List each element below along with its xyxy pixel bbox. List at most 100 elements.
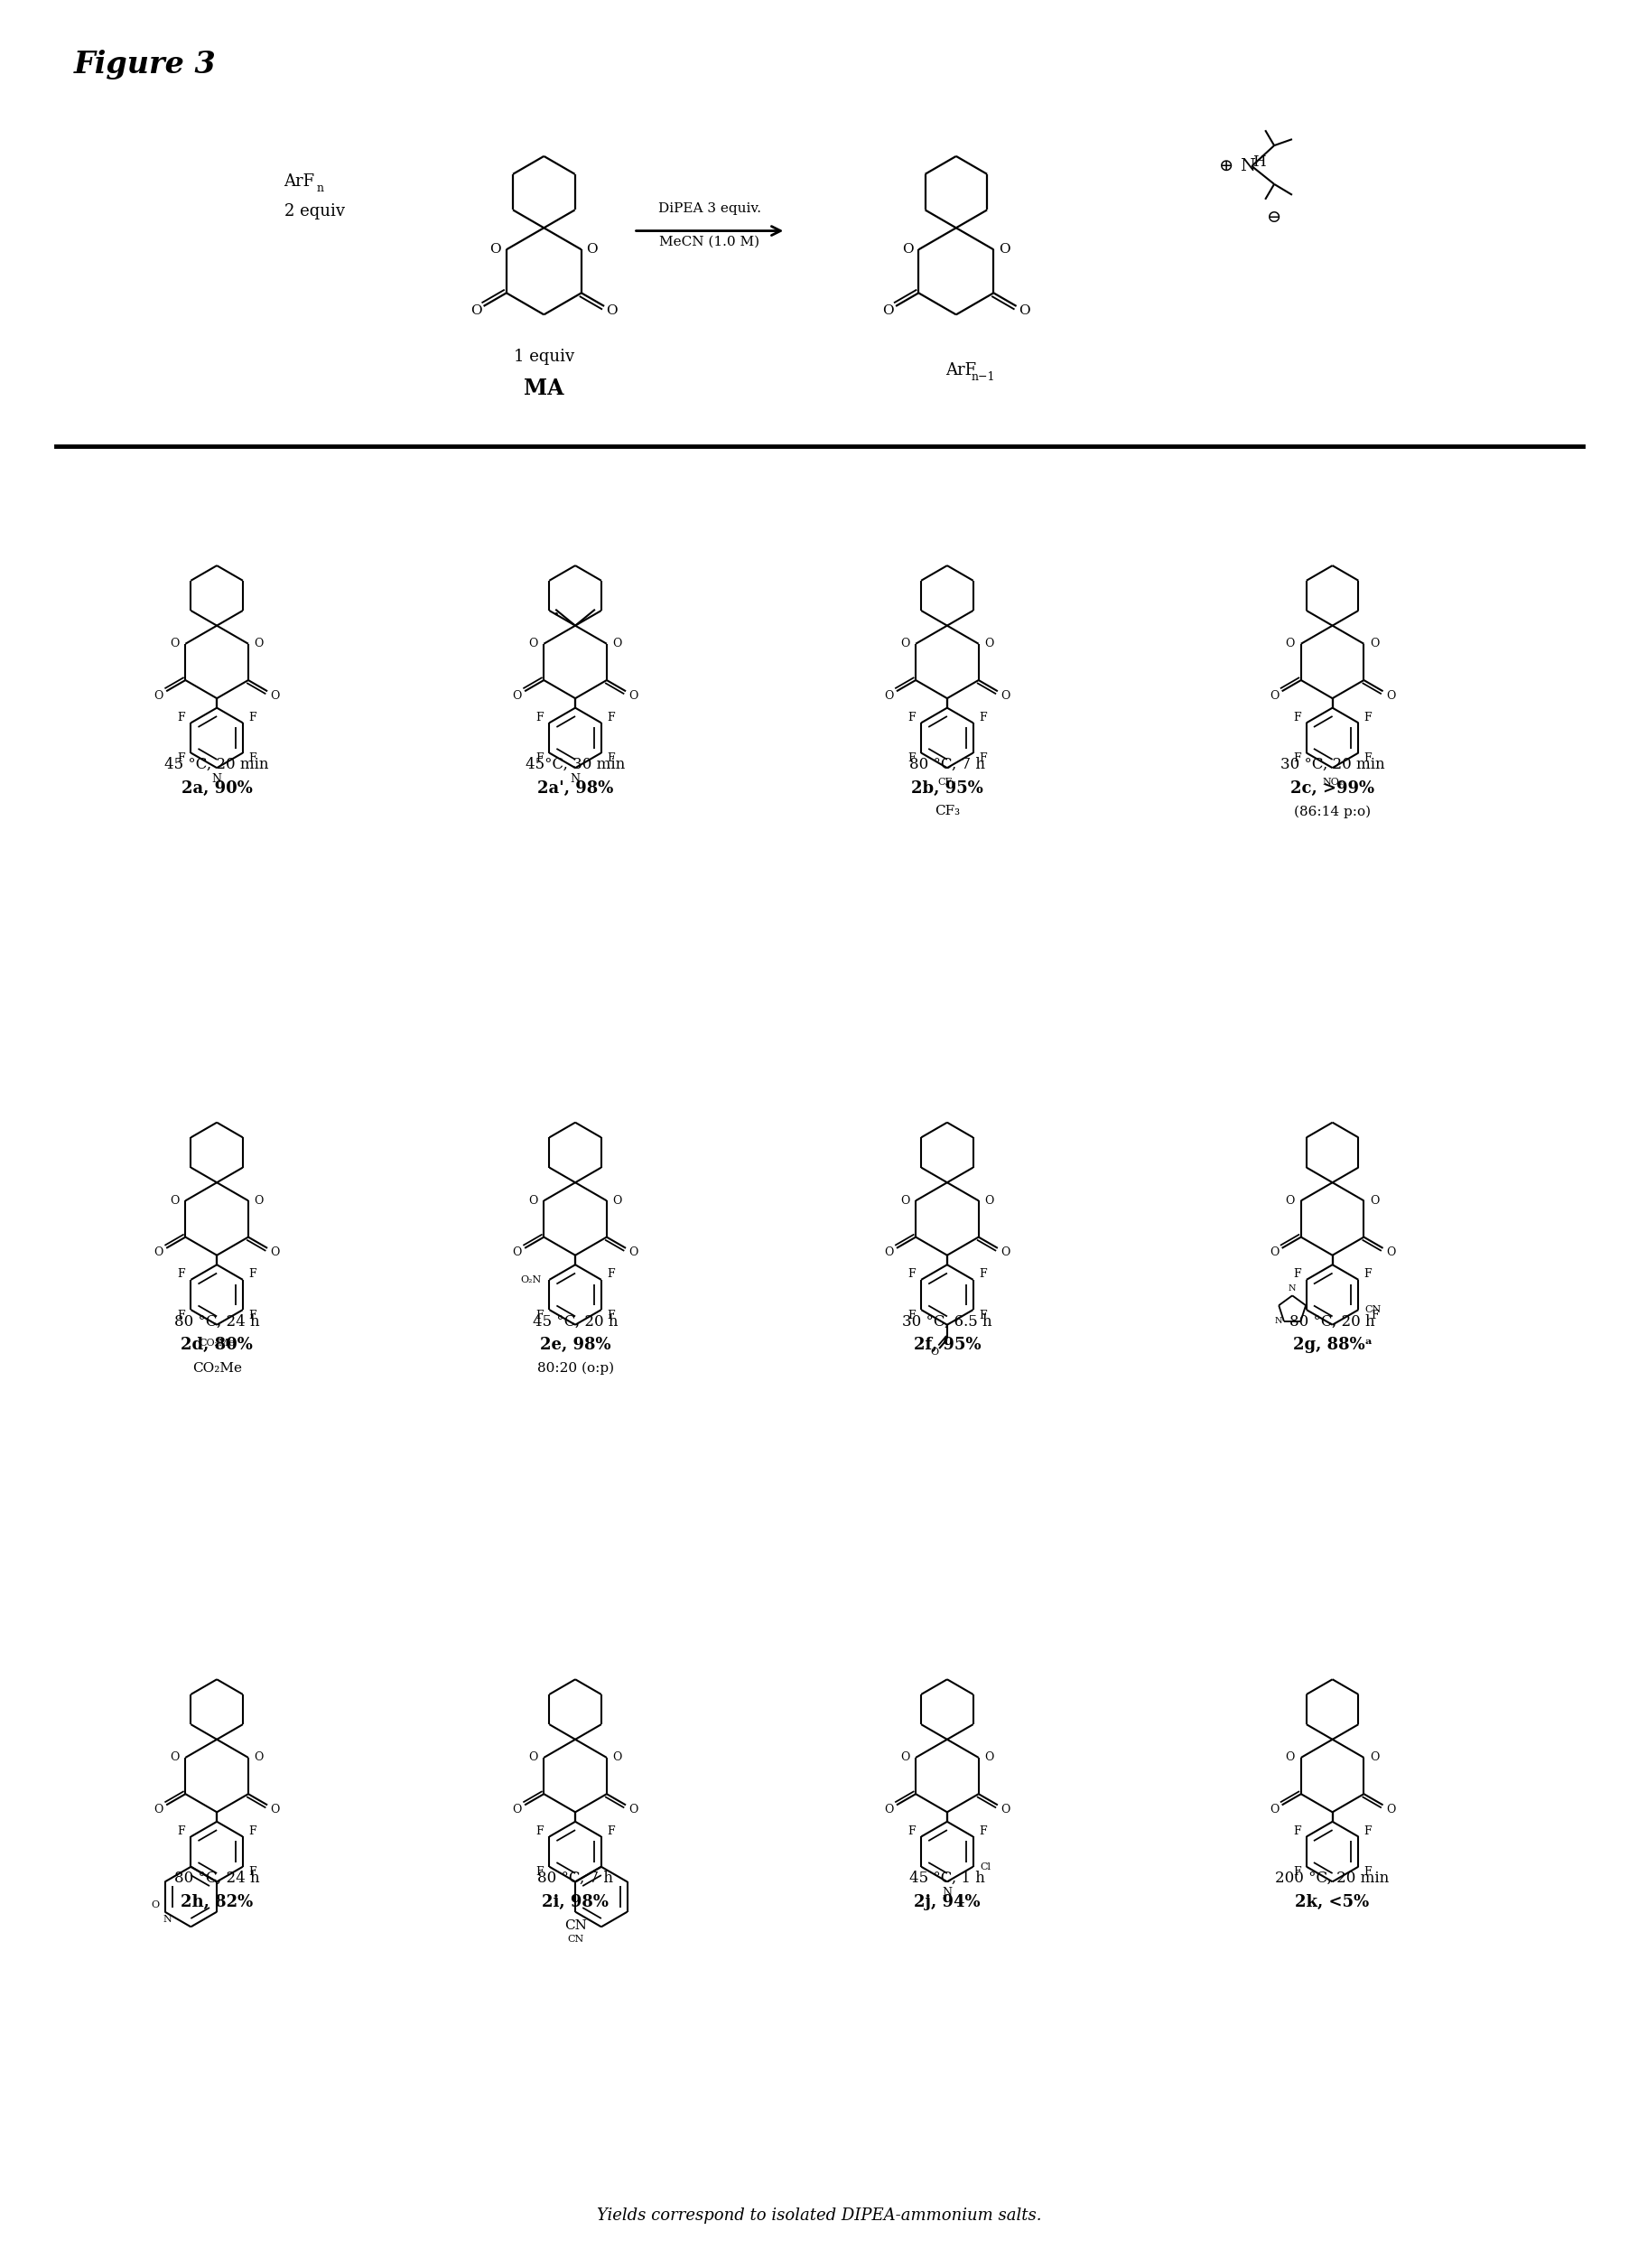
Text: O: O (613, 1751, 622, 1765)
Text: O: O (984, 637, 994, 649)
Text: n: n (316, 184, 324, 195)
Text: O: O (470, 304, 482, 318)
Text: N: N (570, 773, 580, 785)
Text: 200 °C, 20 min: 200 °C, 20 min (1276, 1871, 1389, 1887)
Text: CN: CN (567, 1935, 583, 1944)
Text: CN: CN (1364, 1306, 1381, 1313)
Text: O: O (885, 1803, 893, 1814)
Text: N: N (1240, 159, 1255, 175)
Text: ArF: ArF (283, 172, 314, 191)
Text: O: O (154, 689, 164, 701)
Text: F: F (536, 1826, 544, 1837)
Text: O: O (490, 243, 501, 256)
Text: F: F (907, 1826, 916, 1837)
Text: O: O (151, 1901, 159, 1910)
Text: 80 °C, 20 h: 80 °C, 20 h (1289, 1313, 1376, 1329)
Text: 80:20 (o:p): 80:20 (o:p) (537, 1361, 614, 1374)
Text: F: F (1292, 1867, 1301, 1878)
Text: 2 equiv: 2 equiv (283, 202, 344, 220)
Text: O: O (170, 1195, 180, 1207)
Text: 45°C, 30 min: 45°C, 30 min (526, 758, 626, 773)
Text: F: F (249, 1309, 256, 1322)
Text: (86:14 p:o): (86:14 p:o) (1294, 805, 1371, 819)
Text: 80 °C, 7 h: 80 °C, 7 h (909, 758, 984, 773)
Text: O: O (1286, 1751, 1296, 1765)
Text: O: O (883, 304, 894, 318)
Text: Yields correspond to isolated DIPEA-ammonium salts.: Yields correspond to isolated DIPEA-ammo… (596, 2207, 1042, 2225)
Text: O: O (1369, 1195, 1379, 1207)
Text: n−1: n−1 (971, 372, 994, 383)
Text: MeCN (1.0 M): MeCN (1.0 M) (660, 236, 760, 247)
Text: O: O (254, 1195, 264, 1207)
Text: O: O (513, 689, 521, 701)
Text: F: F (980, 1826, 986, 1837)
Text: O: O (1269, 1247, 1279, 1259)
Text: F: F (249, 1867, 256, 1878)
Text: F: F (536, 1309, 544, 1322)
Text: O: O (1386, 689, 1396, 701)
Text: O: O (254, 1751, 264, 1765)
Text: F: F (536, 1867, 544, 1878)
Text: O: O (254, 637, 264, 649)
Text: 2k, <5%: 2k, <5% (1296, 1894, 1369, 1910)
Text: O: O (1019, 304, 1030, 318)
Text: 80 °C, 24 h: 80 °C, 24 h (174, 1871, 259, 1887)
Text: N: N (1289, 1284, 1296, 1293)
Text: O: O (586, 243, 598, 256)
Text: F: F (608, 1309, 614, 1322)
Text: 2f, 95%: 2f, 95% (914, 1336, 981, 1354)
Text: N: N (211, 773, 221, 785)
Text: 45 °C, 20 h: 45 °C, 20 h (532, 1313, 618, 1329)
Text: F: F (1364, 712, 1373, 723)
Text: O: O (529, 1195, 537, 1207)
Text: F: F (177, 712, 185, 723)
Text: F: F (249, 1826, 256, 1837)
Text: 2e, 98%: 2e, 98% (541, 1336, 611, 1354)
Text: 80 °C, 24 h: 80 °C, 24 h (174, 1313, 259, 1329)
Text: F: F (608, 753, 614, 764)
Text: Figure 3: Figure 3 (74, 50, 216, 79)
Text: 45 °C, 20 min: 45 °C, 20 min (165, 758, 269, 773)
Text: O: O (984, 1751, 994, 1765)
Text: O: O (901, 1751, 909, 1765)
Text: O: O (629, 1247, 639, 1259)
Text: 2d, 80%: 2d, 80% (180, 1336, 252, 1354)
Text: 2b, 95%: 2b, 95% (911, 780, 983, 796)
Text: O: O (901, 1195, 909, 1207)
Text: 2g, 88%ᵃ: 2g, 88%ᵃ (1292, 1336, 1373, 1354)
Text: 30 °C, 20 min: 30 °C, 20 min (1281, 758, 1384, 773)
Text: F: F (177, 1268, 185, 1279)
Text: O: O (613, 1195, 622, 1207)
Text: O: O (270, 1247, 280, 1259)
Text: CN: CN (563, 1919, 586, 1932)
Text: O: O (170, 1751, 180, 1765)
Text: F: F (1292, 712, 1301, 723)
Text: F: F (249, 753, 256, 764)
Text: O: O (1001, 1247, 1011, 1259)
Text: F: F (249, 712, 256, 723)
Text: O: O (1286, 637, 1296, 649)
Text: F: F (249, 1268, 256, 1279)
Text: CF₃: CF₃ (939, 778, 957, 787)
Text: F: F (1364, 1826, 1373, 1837)
Text: O: O (930, 1347, 939, 1356)
Text: O: O (999, 243, 1011, 256)
Text: O: O (529, 637, 537, 649)
Text: CO₂Me: CO₂Me (198, 1338, 234, 1347)
Text: O: O (629, 689, 639, 701)
Text: F: F (536, 712, 544, 723)
Text: MA: MA (524, 376, 563, 399)
Text: F: F (907, 712, 916, 723)
Text: F: F (1364, 753, 1373, 764)
Text: 2i, 98%: 2i, 98% (542, 1894, 609, 1910)
Text: F: F (536, 753, 544, 764)
Text: F: F (980, 753, 986, 764)
Text: O: O (513, 1803, 521, 1814)
Text: Cl: Cl (981, 1862, 991, 1871)
Text: F: F (177, 1309, 185, 1322)
Text: ⊕: ⊕ (1219, 159, 1233, 175)
Text: N: N (1274, 1318, 1283, 1325)
Text: O: O (613, 637, 622, 649)
Text: F: F (1364, 1867, 1373, 1878)
Text: F: F (608, 1268, 614, 1279)
